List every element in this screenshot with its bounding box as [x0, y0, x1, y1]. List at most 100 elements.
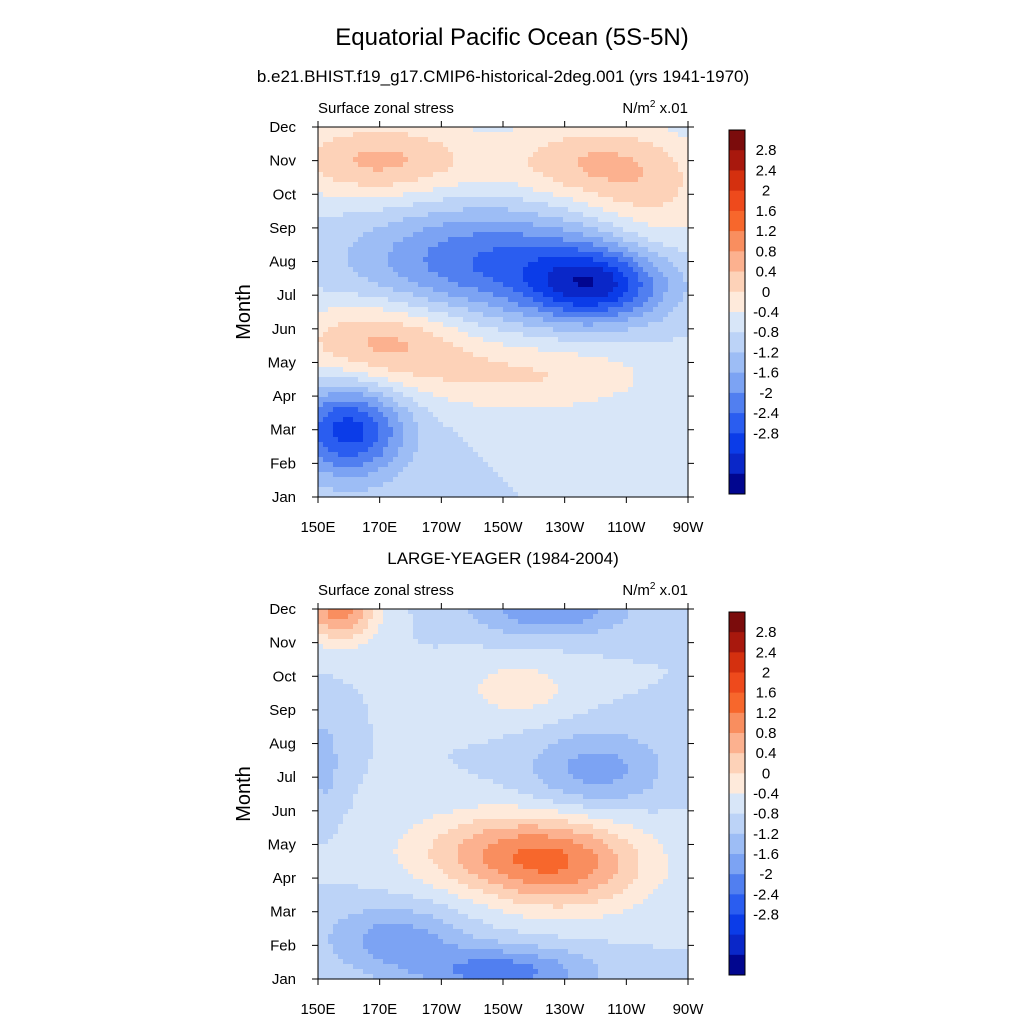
contour-cell: [618, 417, 624, 423]
contour-cell: [578, 382, 584, 388]
contour-cell: [378, 162, 384, 168]
contour-cell: [328, 342, 334, 348]
contour-cell: [583, 267, 589, 273]
contour-cell: [353, 462, 359, 468]
contour-cell: [333, 292, 339, 298]
contour-cell: [323, 147, 329, 153]
contour-cell: [318, 402, 324, 408]
contour-cell: [498, 272, 504, 278]
contour-cell: [563, 202, 569, 208]
contour-cell: [683, 437, 689, 443]
contour-cell: [493, 257, 499, 263]
contour-cell: [423, 162, 429, 168]
contour-cell: [328, 152, 334, 158]
contour-cell: [373, 182, 379, 188]
contour-cell: [583, 392, 589, 398]
contour-cell: [403, 442, 409, 448]
contour-cell: [413, 382, 419, 388]
contour-cell: [443, 247, 449, 253]
contour-cell: [668, 312, 674, 318]
contour-cell: [563, 437, 569, 443]
contour-cell: [623, 192, 629, 198]
contour-cell: [593, 377, 599, 383]
contour-cell: [318, 192, 324, 198]
contour-cell: [493, 377, 499, 383]
contour-cell: [418, 422, 424, 428]
contour-cell: [518, 147, 524, 153]
contour-cell: [648, 412, 654, 418]
contour-cell: [523, 192, 529, 198]
contour-cell: [323, 332, 329, 338]
contour-cell: [428, 227, 434, 233]
contour-cell: [648, 277, 654, 283]
contour-cell: [503, 452, 509, 458]
contour-cell: [538, 127, 544, 133]
contour-cell: [408, 207, 414, 213]
contour-cell: [558, 377, 564, 383]
contour-cell: [463, 227, 469, 233]
contour-cell: [523, 157, 529, 163]
contour-cell: [663, 162, 669, 168]
contour-cell: [548, 202, 554, 208]
contour-cell: [363, 442, 369, 448]
contour-cell: [573, 287, 579, 293]
contour-cell: [343, 282, 349, 288]
contour-cell: [373, 222, 379, 228]
contour-cell: [473, 262, 479, 268]
contour-cell: [338, 152, 344, 158]
contour-cell: [603, 277, 609, 283]
contour-cell: [343, 252, 349, 258]
contour-cell: [328, 447, 334, 453]
contour-cell: [568, 157, 574, 163]
contour-cell: [433, 187, 439, 193]
contour-cell: [413, 317, 419, 323]
contour-cell: [428, 252, 434, 258]
contour-cell: [628, 437, 634, 443]
contour-cell: [393, 227, 399, 233]
contour-cell: [633, 357, 639, 363]
contour-cell: [348, 327, 354, 333]
contour-cell: [543, 257, 549, 263]
contour-cell: [438, 367, 444, 373]
contour-cell: [423, 287, 429, 293]
contour-cell: [338, 257, 344, 263]
contour-cell: [558, 307, 564, 313]
contour-cell: [318, 412, 324, 418]
contour-cell: [338, 307, 344, 313]
contour-cell: [498, 257, 504, 263]
contour-cell: [578, 417, 584, 423]
contour-cell: [503, 162, 509, 168]
contour-cell: [528, 442, 534, 448]
contour-cell: [318, 167, 324, 173]
contour-cell: [438, 447, 444, 453]
contour-cell: [568, 252, 574, 258]
contour-cell: [633, 282, 639, 288]
contour-cell: [393, 437, 399, 443]
contour-cell: [468, 212, 474, 218]
contour-cell: [328, 137, 334, 143]
contour-cell: [523, 177, 529, 183]
contour-cell: [543, 402, 549, 408]
contour-cell: [388, 157, 394, 163]
contour-cell: [583, 312, 589, 318]
contour-cell: [453, 387, 459, 393]
contour-cell: [403, 212, 409, 218]
contour-cell: [463, 307, 469, 313]
contour-cell: [363, 427, 369, 433]
contour-cell: [568, 192, 574, 198]
contour-cell: [378, 262, 384, 268]
contour-cell: [473, 247, 479, 253]
contour-cell: [343, 417, 349, 423]
contour-cell: [483, 287, 489, 293]
contour-cell: [608, 367, 614, 373]
contour-cell: [578, 437, 584, 443]
contour-cell: [553, 227, 559, 233]
contour-cell: [403, 152, 409, 158]
contour-cell: [563, 197, 569, 203]
contour-cell: [503, 442, 509, 448]
contour-cell: [383, 272, 389, 278]
contour-cell: [373, 297, 379, 303]
contour-cell: [623, 457, 629, 463]
contour-cell: [598, 422, 604, 428]
contour-cell: [423, 247, 429, 253]
